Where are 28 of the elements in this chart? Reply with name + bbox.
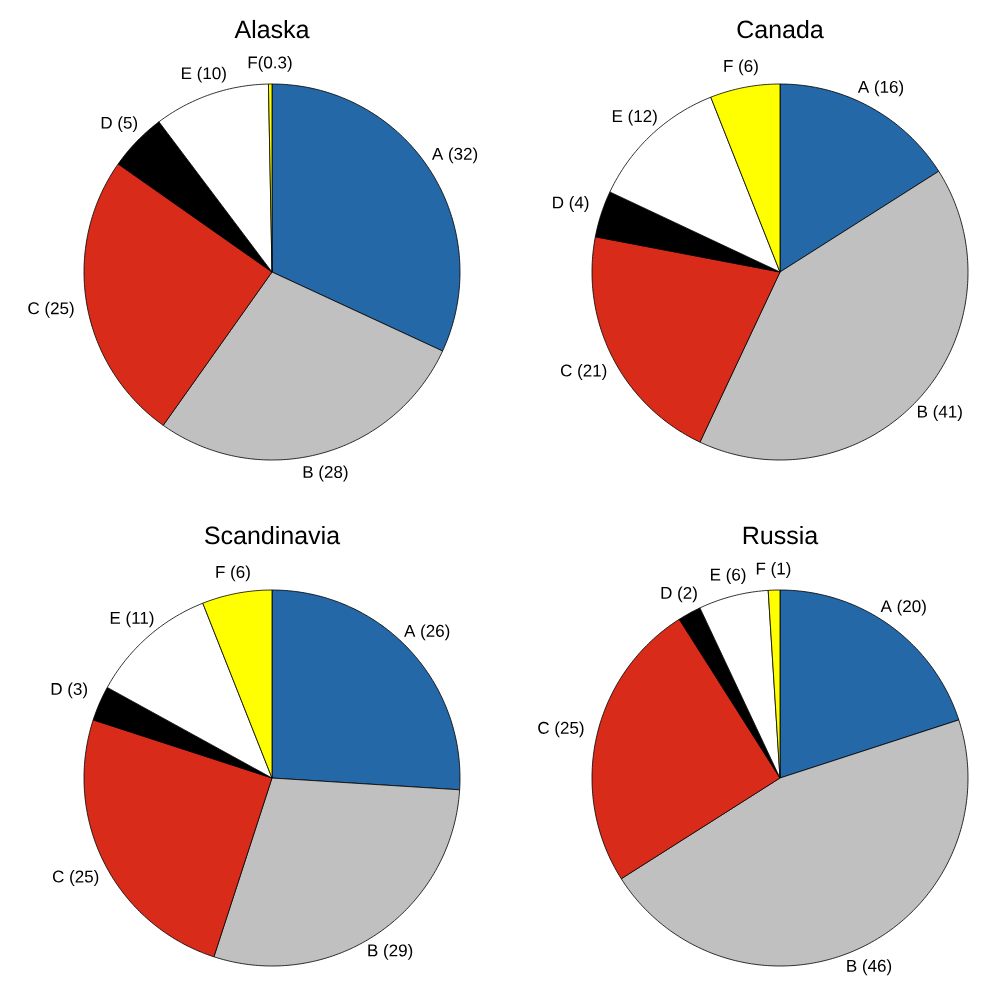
slice-label: C (25) — [28, 301, 74, 318]
slice-label: E (11) — [110, 611, 154, 628]
slice-label: D (2) — [661, 586, 697, 603]
slice-label: E (12) — [612, 109, 657, 126]
slice-label: A (26) — [404, 624, 450, 641]
slice-label: B (28) — [303, 465, 348, 482]
slice-label: B (46) — [847, 959, 892, 976]
slice-label: C (25) — [538, 721, 584, 738]
chart-title: Alaska — [234, 19, 310, 39]
slice-label: C (25) — [52, 870, 99, 886]
slice-label: E (6) — [711, 568, 746, 585]
slice-label: F (1) — [756, 562, 791, 578]
slice-label: E (10) — [182, 66, 226, 83]
chart-title: Canada — [737, 19, 824, 39]
slice-label: A (16) — [857, 80, 904, 97]
slice-label: F (6) — [724, 59, 758, 76]
chart-title: Russia — [743, 525, 819, 545]
slice-label: C (21) — [560, 364, 607, 380]
chart-title: Scandinavia — [205, 525, 341, 545]
slice-label: F(0.3) — [248, 55, 292, 72]
slice-label: B (41) — [918, 405, 962, 421]
slice-label: B (29) — [368, 943, 413, 960]
slice-label: A (32) — [431, 147, 478, 164]
slice-label: A (20) — [880, 599, 926, 616]
slice-label: D (4) — [553, 196, 589, 212]
slice-label: F (6) — [216, 565, 250, 582]
slice-label: D (3) — [51, 682, 88, 699]
slice-label: D (5) — [101, 116, 138, 133]
